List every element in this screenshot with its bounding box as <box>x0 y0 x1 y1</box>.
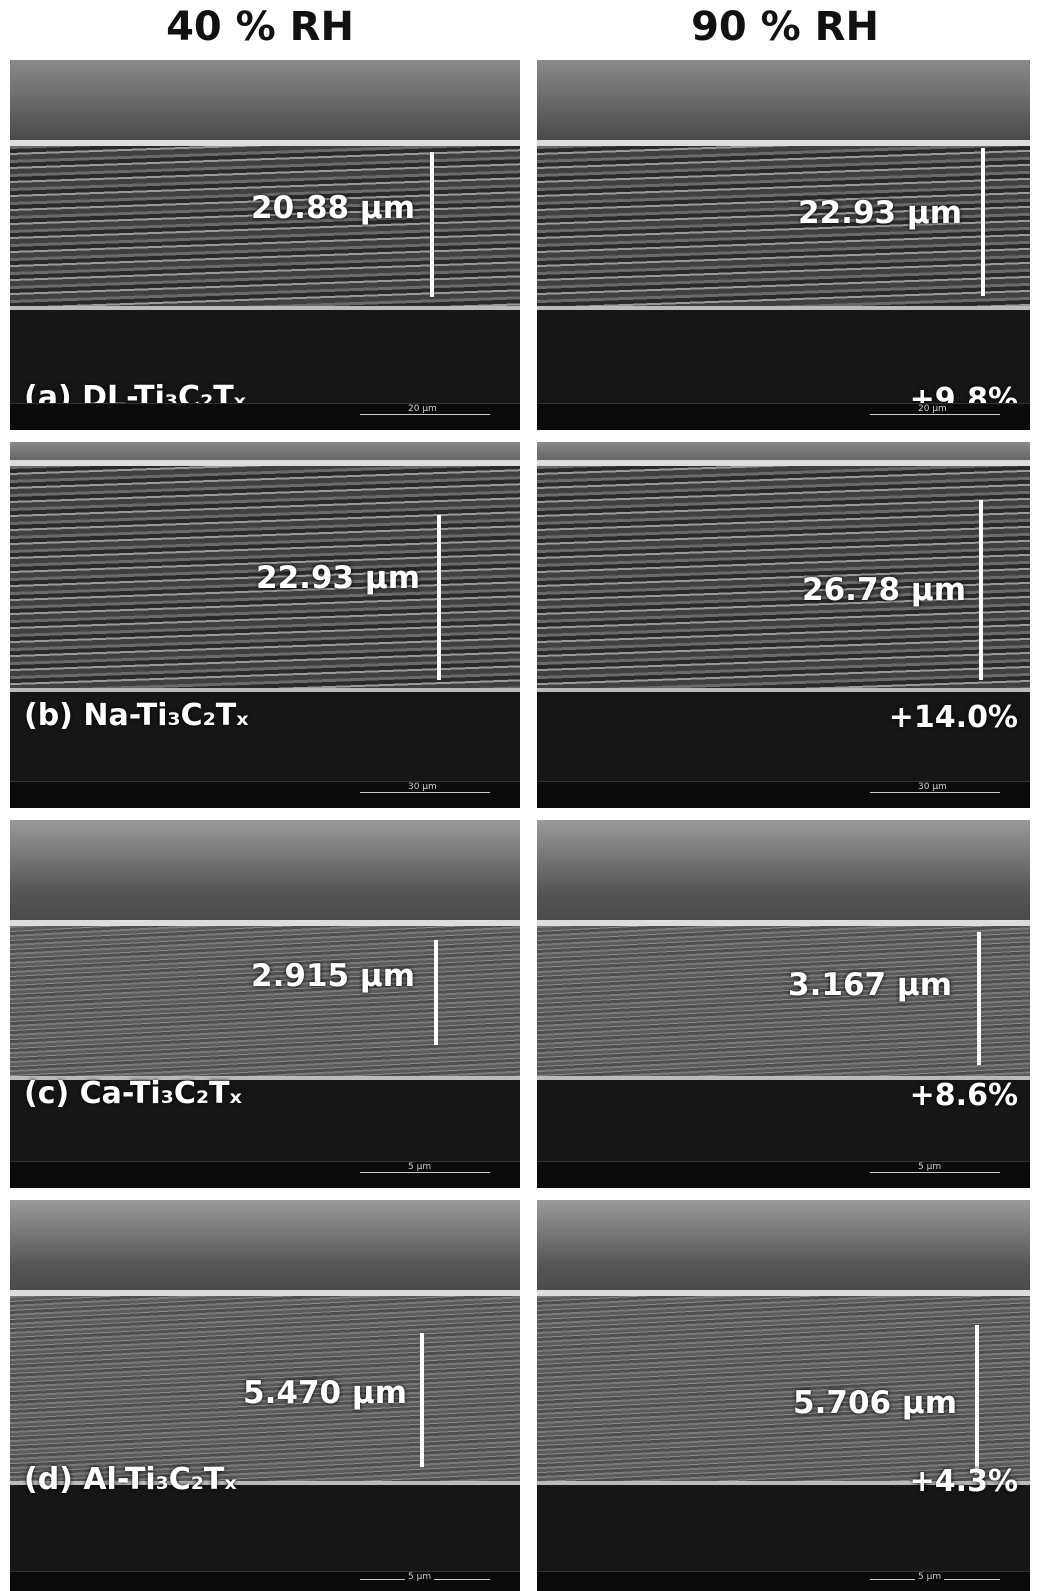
thickness-bar <box>981 148 985 296</box>
thickness-label: 3.167 µm <box>788 967 952 1003</box>
thickness-label: 22.93 µm <box>256 560 420 596</box>
film-cross-section <box>10 1290 520 1485</box>
scale-bar <box>360 1172 490 1173</box>
film-cross-section <box>537 460 1030 692</box>
thickness-label: 5.706 µm <box>793 1385 957 1421</box>
info-strip: 30 µm <box>10 781 520 808</box>
column-header: 40 % RH <box>166 4 354 50</box>
column-header: 90 % RH <box>691 4 879 50</box>
sem-image: 3.167 µm +8.6% 5 µm <box>537 820 1030 1188</box>
sem-image: 22.93 µm (b) Na-Ti₃C₂Tₓ 30 µm <box>10 442 520 808</box>
thickness-bar <box>979 500 983 680</box>
scale-label: 5 µm <box>405 1162 435 1172</box>
thickness-bar <box>420 1333 424 1467</box>
sem-image: 22.93 µm +9.8% 20 µm <box>537 60 1030 430</box>
film-cross-section <box>537 140 1030 310</box>
sem-image: 5.470 µm (d) Al-Ti₃C₂Tₓ 5 µm <box>10 1200 520 1591</box>
film-cross-section <box>10 460 520 692</box>
scale-label: 30 µm <box>405 782 440 792</box>
change-label: +4.3% <box>909 1464 1018 1499</box>
film-cross-section <box>537 920 1030 1080</box>
scale-bar <box>360 414 490 415</box>
sample-label: (c) Ca-Ti₃C₂Tₓ <box>24 1076 242 1111</box>
info-strip: 5 µm <box>537 1161 1030 1188</box>
thickness-bar <box>430 152 434 297</box>
scale-bar <box>360 792 490 793</box>
thickness-bar <box>437 515 441 680</box>
sample-label: (b) Na-Ti₃C₂Tₓ <box>24 698 249 733</box>
sem-image: 2.915 µm (c) Ca-Ti₃C₂Tₓ 5 µm <box>10 820 520 1188</box>
sem-image: 26.78 µm +14.0% 30 µm <box>537 442 1030 808</box>
sem-image: 20.88 µm (a) DL-Ti₃C₂Tₓ 20 µm <box>10 60 520 430</box>
sem-image: 5.706 µm +4.3% 5 µm <box>537 1200 1030 1591</box>
scale-label: 20 µm <box>405 404 440 414</box>
info-strip: 30 µm <box>537 781 1030 808</box>
thickness-label: 20.88 µm <box>251 190 415 226</box>
thickness-label: 22.93 µm <box>798 195 962 231</box>
scale-label: 30 µm <box>915 782 950 792</box>
info-strip: 5 µm <box>537 1571 1030 1591</box>
scale-label: 5 µm <box>915 1162 945 1172</box>
info-strip: 5 µm <box>10 1161 520 1188</box>
change-label: +14.0% <box>888 700 1018 735</box>
info-strip: 20 µm <box>10 403 520 430</box>
scale-label: 5 µm <box>405 1572 435 1582</box>
change-label: +8.6% <box>909 1078 1018 1113</box>
scale-label: 20 µm <box>915 404 950 414</box>
film-cross-section <box>10 920 520 1080</box>
film-cross-section <box>537 1290 1030 1485</box>
scale-bar <box>870 1172 1000 1173</box>
thickness-label: 2.915 µm <box>251 958 415 994</box>
thickness-label: 5.470 µm <box>243 1375 407 1411</box>
info-strip: 5 µm <box>10 1571 520 1591</box>
thickness-label: 26.78 µm <box>802 572 966 608</box>
thickness-bar <box>977 932 981 1065</box>
thickness-bar <box>434 940 438 1045</box>
scale-bar <box>870 792 1000 793</box>
thickness-bar <box>975 1325 979 1475</box>
film-cross-section <box>10 140 520 310</box>
scale-bar <box>870 414 1000 415</box>
scale-label: 5 µm <box>915 1572 945 1582</box>
info-strip: 20 µm <box>537 403 1030 430</box>
sample-label: (d) Al-Ti₃C₂Tₓ <box>24 1462 237 1497</box>
